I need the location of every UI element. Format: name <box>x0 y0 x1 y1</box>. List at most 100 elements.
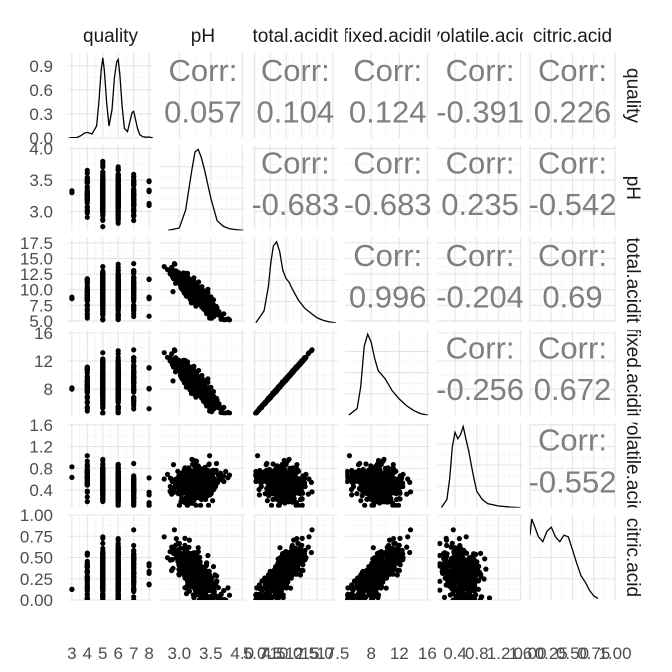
corr-label: Corr: <box>446 145 515 180</box>
scatter-point <box>205 301 212 307</box>
scatter-point <box>275 502 282 508</box>
scatter-point <box>197 393 203 399</box>
scatter-point <box>115 198 121 204</box>
scatter-point <box>164 471 171 477</box>
panel-2-2 <box>252 237 338 323</box>
scatter-point <box>146 475 152 481</box>
scatter-point <box>207 404 213 411</box>
panel-1-1 <box>160 145 246 231</box>
scatter-point <box>268 393 275 399</box>
scatter-point <box>115 215 121 221</box>
scatter-point <box>115 305 121 311</box>
scatter-point <box>189 285 196 291</box>
scatter-point <box>84 467 90 473</box>
scatter-point <box>115 316 121 322</box>
scatter-points-4-2 <box>253 453 315 508</box>
scatter-point <box>84 378 90 385</box>
panel-4-2 <box>252 422 338 508</box>
scatter-point <box>295 363 301 369</box>
scatter-point <box>186 477 192 483</box>
scatter-point <box>84 393 90 399</box>
scatter-point <box>131 374 137 380</box>
corr-label: Corr: <box>353 53 422 88</box>
corr-value-2-5: 0.69 <box>542 280 602 315</box>
scatter-point <box>223 410 229 416</box>
scatter-point <box>84 308 90 314</box>
panel-3-5: Corr:0.672 <box>529 330 616 416</box>
scatter-point <box>281 467 287 473</box>
scatter-point <box>213 398 219 404</box>
scatter-point <box>115 264 121 270</box>
scatter-point <box>226 410 233 416</box>
scatter-point <box>115 191 121 197</box>
panel-0-0 <box>68 53 153 139</box>
scatter-point <box>131 187 137 193</box>
scatter-point <box>161 264 167 270</box>
scatter-point <box>115 278 121 284</box>
scatter-point <box>131 387 137 394</box>
scatter-points-3-2 <box>253 347 315 416</box>
scatter-point <box>187 367 193 373</box>
scatter-point <box>84 404 90 410</box>
panel-3-4: Corr:-0.256 <box>437 330 523 416</box>
scatter-point <box>131 202 137 208</box>
scatter-point <box>271 468 278 475</box>
scatter-point <box>131 355 137 361</box>
scatter-point <box>176 476 182 482</box>
scatter-point <box>264 485 270 492</box>
scatter-point <box>294 462 300 468</box>
scatter-point <box>189 375 196 381</box>
scatter-point <box>221 478 227 485</box>
scatter-point <box>115 382 121 388</box>
scatter-point <box>100 496 106 502</box>
scatter-point <box>84 463 90 470</box>
scatter-point <box>84 488 90 494</box>
scatter-point <box>198 291 204 297</box>
scatter-point <box>84 214 90 220</box>
scatter-point <box>284 489 290 495</box>
scatter-point <box>100 398 106 404</box>
scatter-point <box>204 378 210 385</box>
scatter-point <box>69 464 75 470</box>
scatter-point <box>100 287 106 293</box>
scatter-point <box>115 291 121 297</box>
scatter-point <box>131 483 137 490</box>
scatter-point <box>264 498 270 504</box>
scatter-point <box>100 185 106 191</box>
scatter-point <box>263 462 269 468</box>
scatter-point <box>115 286 121 292</box>
scatter-point <box>115 393 121 399</box>
scatter-point <box>176 363 182 369</box>
scatter-point <box>286 456 292 462</box>
corr-value-1-4: 0.235 <box>441 187 519 222</box>
scatter-point <box>309 489 315 495</box>
scatter-point <box>381 456 387 462</box>
scatter-point <box>146 500 152 506</box>
scatter-point <box>131 347 137 353</box>
scatter-point <box>218 316 224 322</box>
scatter-point <box>84 365 90 371</box>
scatter-point <box>100 383 106 389</box>
scatter-point <box>290 469 296 475</box>
scatter-point <box>131 313 137 320</box>
scatter-point <box>115 461 121 467</box>
scatter-point <box>84 176 90 182</box>
scatter-point <box>215 312 221 318</box>
scatter-point <box>349 492 355 498</box>
scatter-point <box>180 490 186 496</box>
scatter-point <box>272 479 278 485</box>
scatter-point <box>146 313 152 319</box>
scatter-point <box>171 261 177 267</box>
scatter-point <box>170 378 176 384</box>
scatter-point <box>100 274 106 280</box>
scatter-point <box>187 473 193 479</box>
scatter-point <box>198 502 204 508</box>
scatter-point <box>183 284 189 290</box>
corr-value-0-3: 0.124 <box>349 95 427 130</box>
corr-label: Corr: <box>353 238 422 273</box>
scatter-point <box>167 355 173 361</box>
scatter-point <box>131 275 137 281</box>
scatter-point <box>283 461 289 468</box>
scatter-point <box>131 261 137 267</box>
scatter-point <box>300 357 306 363</box>
